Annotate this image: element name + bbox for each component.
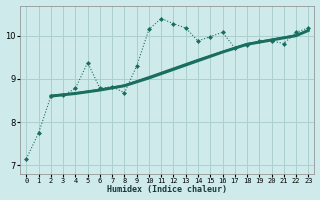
- X-axis label: Humidex (Indice chaleur): Humidex (Indice chaleur): [107, 185, 227, 194]
